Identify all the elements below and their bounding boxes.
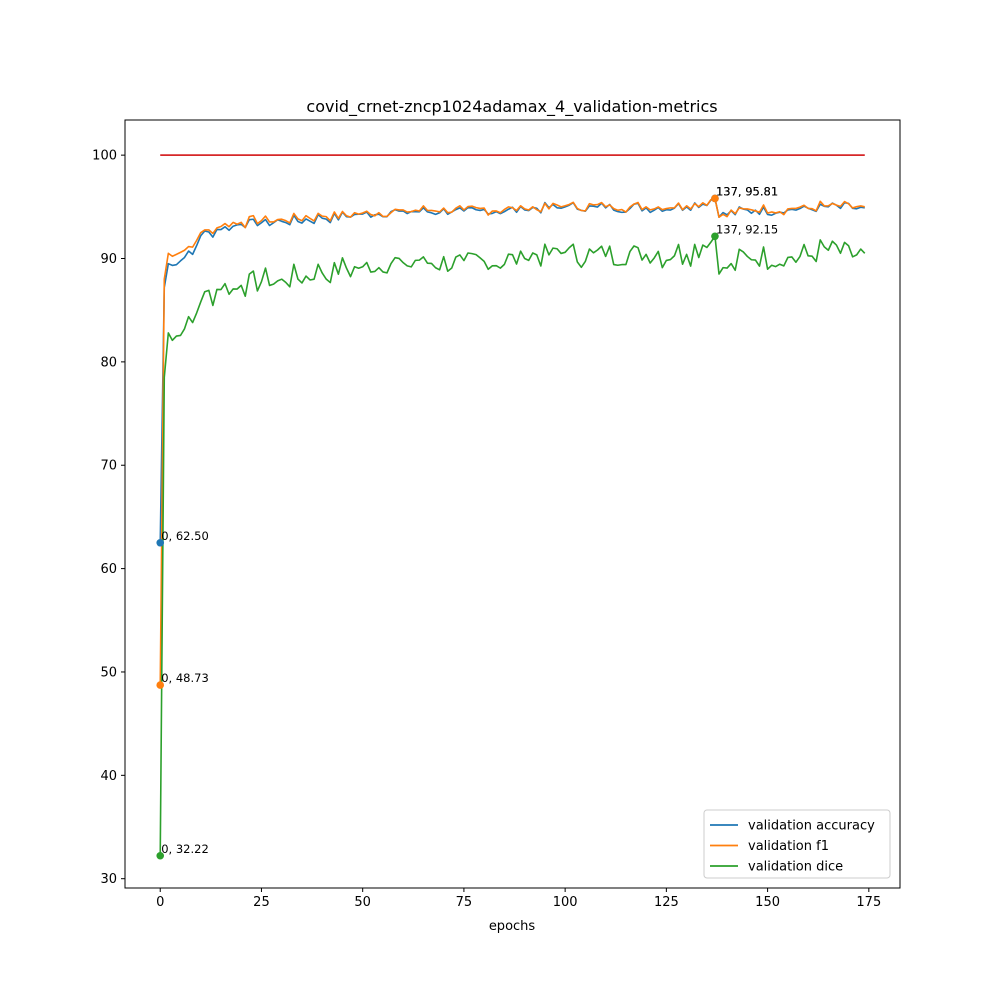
annotation-marker (156, 851, 165, 860)
y-tick-label: 50 (100, 665, 117, 680)
series-line-validation-dice (159, 235, 866, 856)
series-line-validation-f1 (159, 197, 865, 686)
legend-label: validation accuracy (748, 819, 875, 834)
x-tick-label: 50 (354, 895, 371, 910)
annotation-marker (156, 681, 165, 689)
legend-label: validation f1 (748, 839, 829, 854)
y-tick-label: 60 (100, 562, 117, 577)
annotation-label: 0, 32.22 (161, 842, 209, 856)
x-tick-label: 175 (856, 895, 881, 910)
annotation-label: 0, 62.50 (161, 529, 209, 543)
chart-legend: validation accuracy validation f1 validati… (703, 809, 891, 879)
series-line-validation-accuracy (159, 197, 865, 543)
x-axis-label: epochs (489, 919, 536, 934)
x-tick-label: 0 (156, 895, 164, 910)
x-tick-label: 150 (755, 895, 780, 910)
x-tick-label: 25 (253, 895, 270, 910)
annotation-marker (156, 538, 165, 547)
y-tick-label: 40 (100, 769, 117, 784)
y-tick-label: 100 (92, 149, 117, 164)
annotation-label: 0, 48.73 (161, 671, 209, 685)
y-tick-label: 30 (100, 872, 117, 887)
chart-title: covid_crnet-zncp1024adamax_4_validation-… (306, 97, 717, 117)
x-tick-label: 100 (553, 895, 578, 910)
y-tick-label: 70 (100, 459, 117, 474)
plot-frame (124, 119, 901, 889)
annotation-marker (711, 232, 719, 241)
y-tick-label: 90 (100, 252, 117, 267)
legend-label: validation dice (748, 860, 843, 875)
y-tick-label: 80 (100, 355, 117, 370)
annotation-label: 137, 92.15 (716, 222, 778, 236)
axis-ticks: 0 25 50 75 100 125 150 175 30 40 50 60 70 80 90 100 (92, 149, 881, 910)
x-tick-label: 75 (456, 895, 473, 910)
annotation-label: 137, 95.81 (716, 184, 778, 198)
annotation-marker (711, 194, 719, 203)
legend-box (703, 809, 891, 879)
plot-area: 0, 62.50 0, 48.73 0, 32.22 137, 95.81 137, 9… (124, 119, 901, 889)
x-tick-label: 125 (654, 895, 679, 910)
annotation-label: 137, 95.81 (716, 184, 778, 198)
